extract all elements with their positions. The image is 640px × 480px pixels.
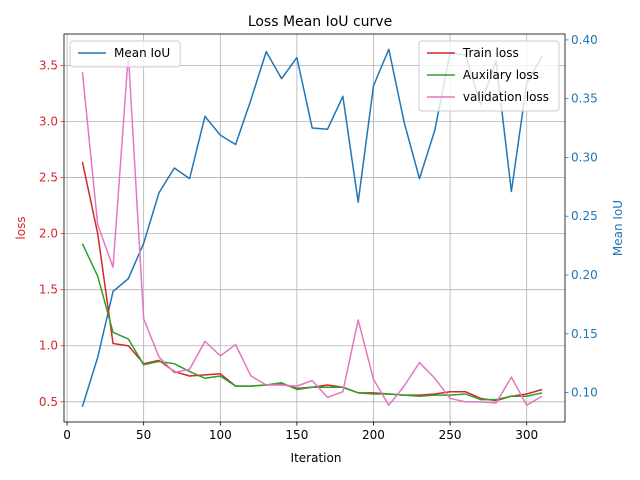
x-tick-label: 0 bbox=[63, 428, 71, 442]
x-tick-label: 250 bbox=[439, 428, 462, 442]
x-tick-label: 150 bbox=[285, 428, 308, 442]
series-line-left-1 bbox=[81, 243, 543, 401]
y-left-tick-label: 1.5 bbox=[39, 283, 58, 297]
y-right-tick-label: 0.40 bbox=[571, 33, 598, 47]
y-right-tick-label: 0.25 bbox=[571, 209, 598, 223]
legend-label: Auxilary loss bbox=[463, 68, 539, 82]
y-left-tick-label: 2.0 bbox=[39, 227, 58, 241]
y-right-tick-label: 0.20 bbox=[571, 268, 598, 282]
y-left-tick-label: 3.0 bbox=[39, 114, 58, 128]
legend-label: Mean IoU bbox=[114, 46, 170, 60]
y-right-tick-label: 0.15 bbox=[571, 327, 598, 341]
axes bbox=[63, 33, 566, 423]
x-tick-label: 100 bbox=[209, 428, 232, 442]
plot-frame bbox=[63, 33, 566, 423]
y-right-tick-label: 0.30 bbox=[571, 150, 598, 164]
y-left-tick-label: 1.0 bbox=[39, 339, 58, 353]
chart-title: Loss Mean IoU curve bbox=[248, 14, 392, 30]
y-right-tick-label: 0.35 bbox=[571, 92, 598, 106]
legend-left: Mean IoU bbox=[69, 40, 181, 68]
y-axis-right-label: Mean IoU bbox=[611, 200, 625, 256]
x-axis-label: Iteration bbox=[291, 451, 342, 465]
y-left-tick-label: 0.5 bbox=[39, 395, 58, 409]
y-axis-left-label: loss bbox=[14, 216, 28, 239]
legend-label: Train loss bbox=[462, 46, 519, 60]
legend-right: Train loss Auxilary loss validation loss bbox=[418, 40, 560, 112]
ticks: 0 50 100 150 200 250 300 0.5 1.0 1.5 2.0 2.5 3.0 3.5 0… bbox=[39, 33, 598, 442]
x-tick-label: 50 bbox=[136, 428, 151, 442]
series-line-left-2 bbox=[81, 53, 543, 406]
series-line-left-0 bbox=[81, 161, 543, 402]
y-left-tick-label: 3.5 bbox=[39, 58, 58, 72]
x-tick-label: 200 bbox=[362, 428, 385, 442]
y-left-tick-label: 2.5 bbox=[39, 171, 58, 185]
legend-box bbox=[69, 40, 181, 68]
y-right-tick-label: 0.10 bbox=[571, 386, 598, 400]
legend-label: validation loss bbox=[463, 90, 549, 104]
x-tick-label: 300 bbox=[515, 428, 538, 442]
legend-box bbox=[418, 40, 560, 112]
